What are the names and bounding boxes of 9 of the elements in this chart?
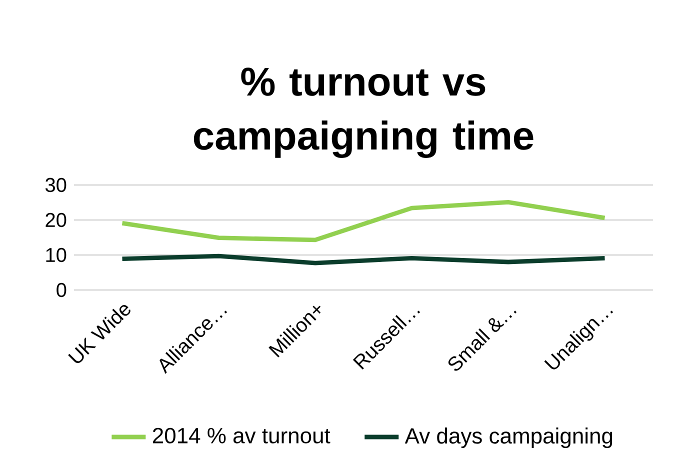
y-tick-label: 10 (46, 248, 66, 262)
y-tick-label: 30 (45, 178, 66, 192)
y-tick-label: 0 (56, 282, 66, 298)
y-tick-label: 20 (46, 212, 66, 228)
line-series (120, 200, 607, 242)
line-series (120, 254, 607, 266)
chart-title: % turnout vs campaigning time (194, 68, 534, 158)
legend-label: 2014 % av turnout (152, 428, 330, 444)
legend-label: Av days campaigning (404, 428, 612, 448)
